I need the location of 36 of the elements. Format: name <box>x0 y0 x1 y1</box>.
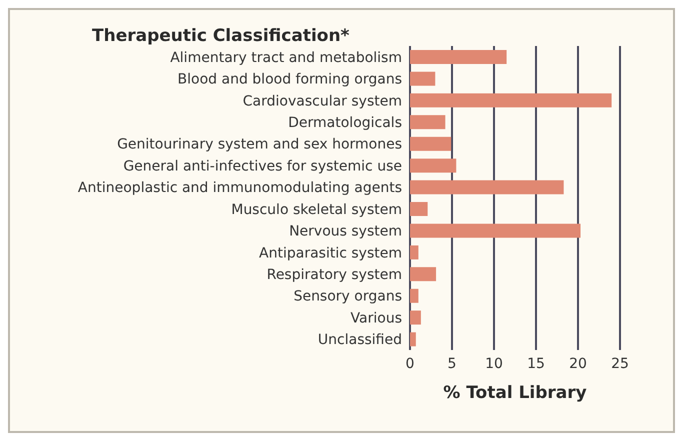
x-tick-label: 0 <box>406 356 414 372</box>
y-tick-label: Genitourinary system and sex hormones <box>117 136 402 153</box>
x-tick-label: 25 <box>611 356 629 372</box>
y-tick-label: Unclassified <box>318 332 402 348</box>
text: Therapeutic Classification* <box>92 26 350 46</box>
y-tick-label: Various <box>350 310 402 326</box>
bar <box>410 115 446 130</box>
bar <box>410 224 581 238</box>
bar <box>410 332 416 346</box>
bar <box>410 245 418 260</box>
y-tick-label: Alimentary tract and metabolism <box>170 50 402 66</box>
bar <box>410 136 452 151</box>
y-tick-label: Nervous system <box>289 224 402 240</box>
x-tick-label: 15 <box>527 356 545 372</box>
y-tick-label: General anti-infectives for systemic use <box>123 158 402 174</box>
y-tick-label: Blood and blood forming organs <box>178 72 402 88</box>
bar <box>410 288 418 303</box>
bar <box>410 158 456 173</box>
y-tick-label: Antineoplastic and immunomodulating agents <box>78 180 402 196</box>
x-tick-label: 5 <box>448 356 456 372</box>
x-axis-title: % Total Library <box>443 383 587 403</box>
bar <box>410 267 436 282</box>
y-tick-label: Musculo skeletal system <box>231 202 402 218</box>
y-tick-label: Cardiovascular system <box>242 93 402 110</box>
y-tick-label: Sensory organs <box>294 288 402 305</box>
bar <box>410 310 421 325</box>
x-tick-label: 10 <box>485 356 503 372</box>
y-tick-label: Dermatologicals <box>288 114 402 131</box>
bar <box>410 93 612 108</box>
y-tick-label: Respiratory system <box>266 266 402 283</box>
x-tick-label: 20 <box>569 356 587 372</box>
bar <box>410 50 507 64</box>
bar <box>410 72 436 86</box>
bar <box>410 202 428 216</box>
y-tick-label: Antiparasitic system <box>259 245 402 262</box>
bar <box>410 180 564 194</box>
